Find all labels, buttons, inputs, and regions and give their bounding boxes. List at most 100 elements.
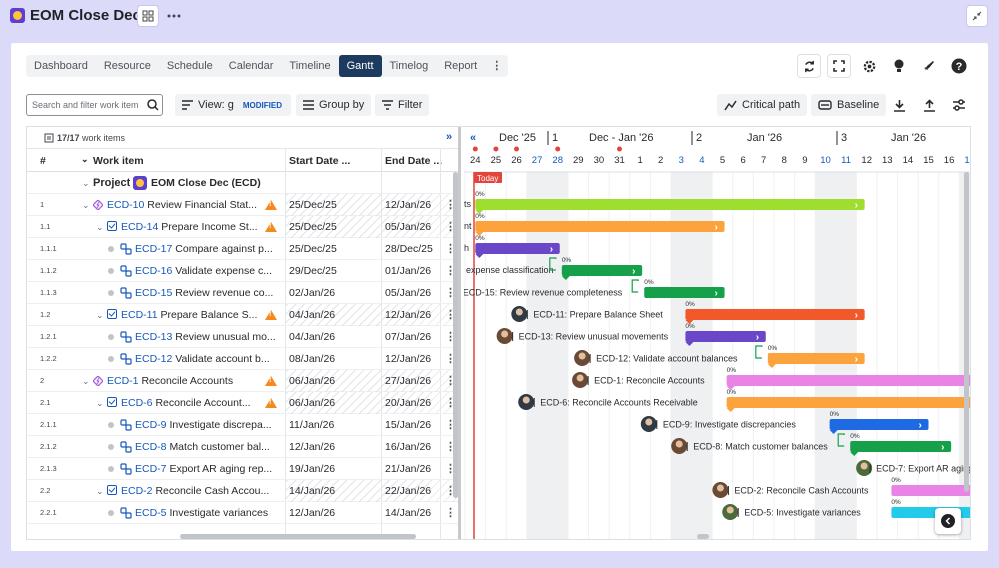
work-item-key[interactable]: ECD-14 — [121, 221, 159, 233]
start-date[interactable]: 19/Jan/26 — [289, 463, 336, 475]
work-item-name[interactable]: ECD-8 Match customer bal... — [135, 436, 291, 458]
tab-resource[interactable]: Resource — [103, 60, 151, 72]
critical-path-button[interactable]: Critical path — [717, 94, 808, 116]
work-item-key[interactable]: ECD-5 — [135, 507, 167, 519]
row-menu-icon[interactable]: ⋮ — [445, 353, 456, 365]
end-date[interactable]: 16/Jan/26 — [385, 441, 432, 453]
collapse-chevron-icon[interactable]: ⌄ — [96, 398, 104, 408]
collapse-chevron-icon[interactable]: ⌄ — [96, 222, 104, 232]
end-date[interactable]: 21/Jan/26 — [385, 463, 432, 475]
end-date[interactable]: 05/Jan/26 — [385, 221, 432, 233]
work-item-name[interactable]: ECD-12 Validate account b... — [135, 348, 291, 370]
start-date[interactable]: 12/Jan/26 — [289, 507, 336, 519]
tab-report[interactable]: Report — [444, 60, 478, 72]
refresh-icon[interactable] — [797, 54, 821, 78]
row-menu-icon[interactable]: ⋮ — [445, 287, 456, 299]
warning-icon[interactable] — [265, 398, 277, 408]
people-icon[interactable] — [137, 5, 159, 27]
baseline-button[interactable]: Baseline — [811, 94, 887, 116]
warning-icon[interactable] — [265, 310, 277, 320]
collapse-panel-button[interactable] — [935, 508, 961, 534]
gantt-bar[interactable] — [726, 397, 971, 408]
start-date[interactable]: 06/Jan/26 — [289, 375, 336, 387]
gantt-bar[interactable] — [685, 309, 865, 320]
table-row[interactable]: 2.2 ⌄ ECD-2 Reconcile Cash Accou... 14/Jan/… — [27, 480, 458, 502]
work-item-key[interactable]: ECD-11 — [121, 309, 158, 321]
collapse-chevron-icon[interactable]: ⌄ — [82, 200, 90, 210]
gantt-bar[interactable] — [475, 221, 725, 232]
table-row[interactable]: 1.1.3 ECD-15 Review revenue co... 02/Jan/2… — [27, 282, 458, 304]
work-item-name[interactable]: ECD-6 Reconcile Account... — [121, 392, 291, 414]
view-button[interactable]: View: g MODIFIED — [175, 94, 291, 116]
table-row[interactable]: 2.2.1 ECD-5 Investigate variances 12/Jan/2… — [27, 502, 458, 524]
work-item-key[interactable]: ECD-17 — [135, 243, 173, 255]
collapse-chevron-icon[interactable]: ⌄ — [96, 486, 104, 496]
end-date[interactable]: 27/Jan/26 — [385, 375, 432, 387]
work-item-name[interactable]: ECD-14 Prepare Income St... — [121, 216, 291, 238]
rocket-icon[interactable] — [917, 54, 941, 78]
gantt-bar[interactable] — [829, 419, 929, 430]
table-row[interactable]: 2.1.2 ECD-8 Match customer bal... 12/Jan/2… — [27, 436, 458, 458]
end-date[interactable]: 20/Jan/26 — [385, 397, 432, 409]
collapse-chevron-icon[interactable]: ⌄ — [82, 178, 90, 188]
search-input[interactable] — [26, 94, 163, 116]
expand-all-icon[interactable]: ⌄ — [81, 154, 89, 164]
table-row[interactable]: 1.2.2 ECD-12 Validate account b... 08/Jan/… — [27, 348, 458, 370]
warning-icon[interactable] — [265, 200, 277, 210]
work-item-name[interactable]: ECD-7 Export AR aging rep... — [135, 458, 291, 480]
start-date[interactable]: 12/Jan/26 — [289, 441, 336, 453]
table-row[interactable]: 2.1.1 ECD-9 Investigate discrepa... 11/Jan… — [27, 414, 458, 436]
gantt-horizontal-scrollbar[interactable] — [697, 534, 709, 539]
download-icon[interactable] — [887, 93, 911, 117]
upload-icon[interactable] — [917, 93, 941, 117]
row-menu-icon[interactable]: ⋮ — [445, 199, 456, 211]
gantt-bar[interactable] — [767, 353, 865, 364]
start-date[interactable]: 08/Jan/26 — [289, 353, 336, 365]
work-item-name[interactable]: ECD-9 Investigate discrepa... — [135, 414, 291, 436]
gantt-bar[interactable] — [561, 265, 643, 276]
gantt-bar[interactable] — [475, 199, 865, 210]
start-date[interactable]: 29/Dec/25 — [289, 265, 337, 277]
work-item-key[interactable]: ECD-9 — [135, 419, 167, 431]
work-item-name[interactable]: ECD-10 Review Financial Stat... — [107, 194, 291, 216]
row-menu-icon[interactable]: ⋮ — [445, 419, 456, 431]
work-item-name[interactable]: ECD-11 Prepare Balance S... — [121, 304, 291, 326]
row-menu-icon[interactable]: ⋮ — [445, 375, 456, 387]
table-row[interactable]: 1.2⌄ECD-11 Prepare Balance S...04/Jan/26… — [27, 304, 458, 326]
collapse-chevron-icon[interactable]: ⌄ — [96, 310, 104, 320]
tab-schedule[interactable]: Schedule — [166, 60, 213, 72]
table-row[interactable]: 2.1⌄ECD-6 Reconcile Account...06/Jan/262… — [27, 392, 458, 414]
end-date[interactable]: 12/Jan/26 — [385, 199, 432, 211]
work-item-name[interactable]: ECD-5 Investigate variances — [135, 502, 291, 524]
gantt-bar[interactable] — [891, 485, 971, 496]
row-menu-icon[interactable]: ⋮ — [445, 221, 456, 233]
work-item-name[interactable]: ECD-15 Review revenue co... — [135, 282, 291, 304]
end-date[interactable]: 12/Jan/26 — [385, 353, 432, 365]
gantt-bar[interactable] — [685, 331, 766, 342]
table-row[interactable]: 2.1.3 ECD-7 Export AR aging rep... 19/Jan/… — [27, 458, 458, 480]
work-item-name[interactable]: ECD-1 Reconcile Accounts — [107, 370, 291, 392]
start-date[interactable]: 14/Jan/26 — [289, 485, 336, 497]
col-num-header[interactable]: # — [40, 155, 46, 167]
row-menu-icon[interactable]: ⋮ — [445, 309, 456, 321]
table-row[interactable]: 1⌄ECD-10 Review Financial Stat...25/Dec/… — [27, 194, 458, 216]
end-date[interactable]: 05/Jan/26 — [385, 287, 432, 299]
row-menu-icon[interactable]: ⋮ — [445, 485, 456, 497]
tab-dashboard[interactable]: Dashboard — [34, 60, 88, 72]
table-row[interactable]: 1.1⌄ECD-14 Prepare Income St...25/Dec/25… — [27, 216, 458, 238]
tabs-more-icon[interactable]: ⋮ — [491, 60, 503, 72]
tab-gantt[interactable]: Gantt — [338, 55, 382, 77]
start-date[interactable]: 25/Dec/25 — [289, 199, 337, 211]
end-date[interactable]: 14/Jan/26 — [385, 507, 432, 519]
end-date[interactable]: 22/Jan/26 — [385, 485, 432, 497]
help-icon[interactable]: ? — [947, 54, 971, 78]
end-date[interactable]: 12/Jan/26 — [385, 309, 432, 321]
more-actions-icon[interactable] — [163, 5, 185, 27]
warning-icon[interactable] — [265, 222, 277, 232]
start-date[interactable]: 25/Dec/25 — [289, 243, 337, 255]
gantt-bar[interactable] — [644, 287, 725, 298]
row-menu-icon[interactable]: ⋮ — [445, 265, 456, 277]
end-date[interactable]: 28/Dec/25 — [385, 243, 433, 255]
end-date[interactable]: 01/Jan/26 — [385, 265, 432, 277]
collapse-chevron-icon[interactable]: ⌄ — [82, 376, 90, 386]
